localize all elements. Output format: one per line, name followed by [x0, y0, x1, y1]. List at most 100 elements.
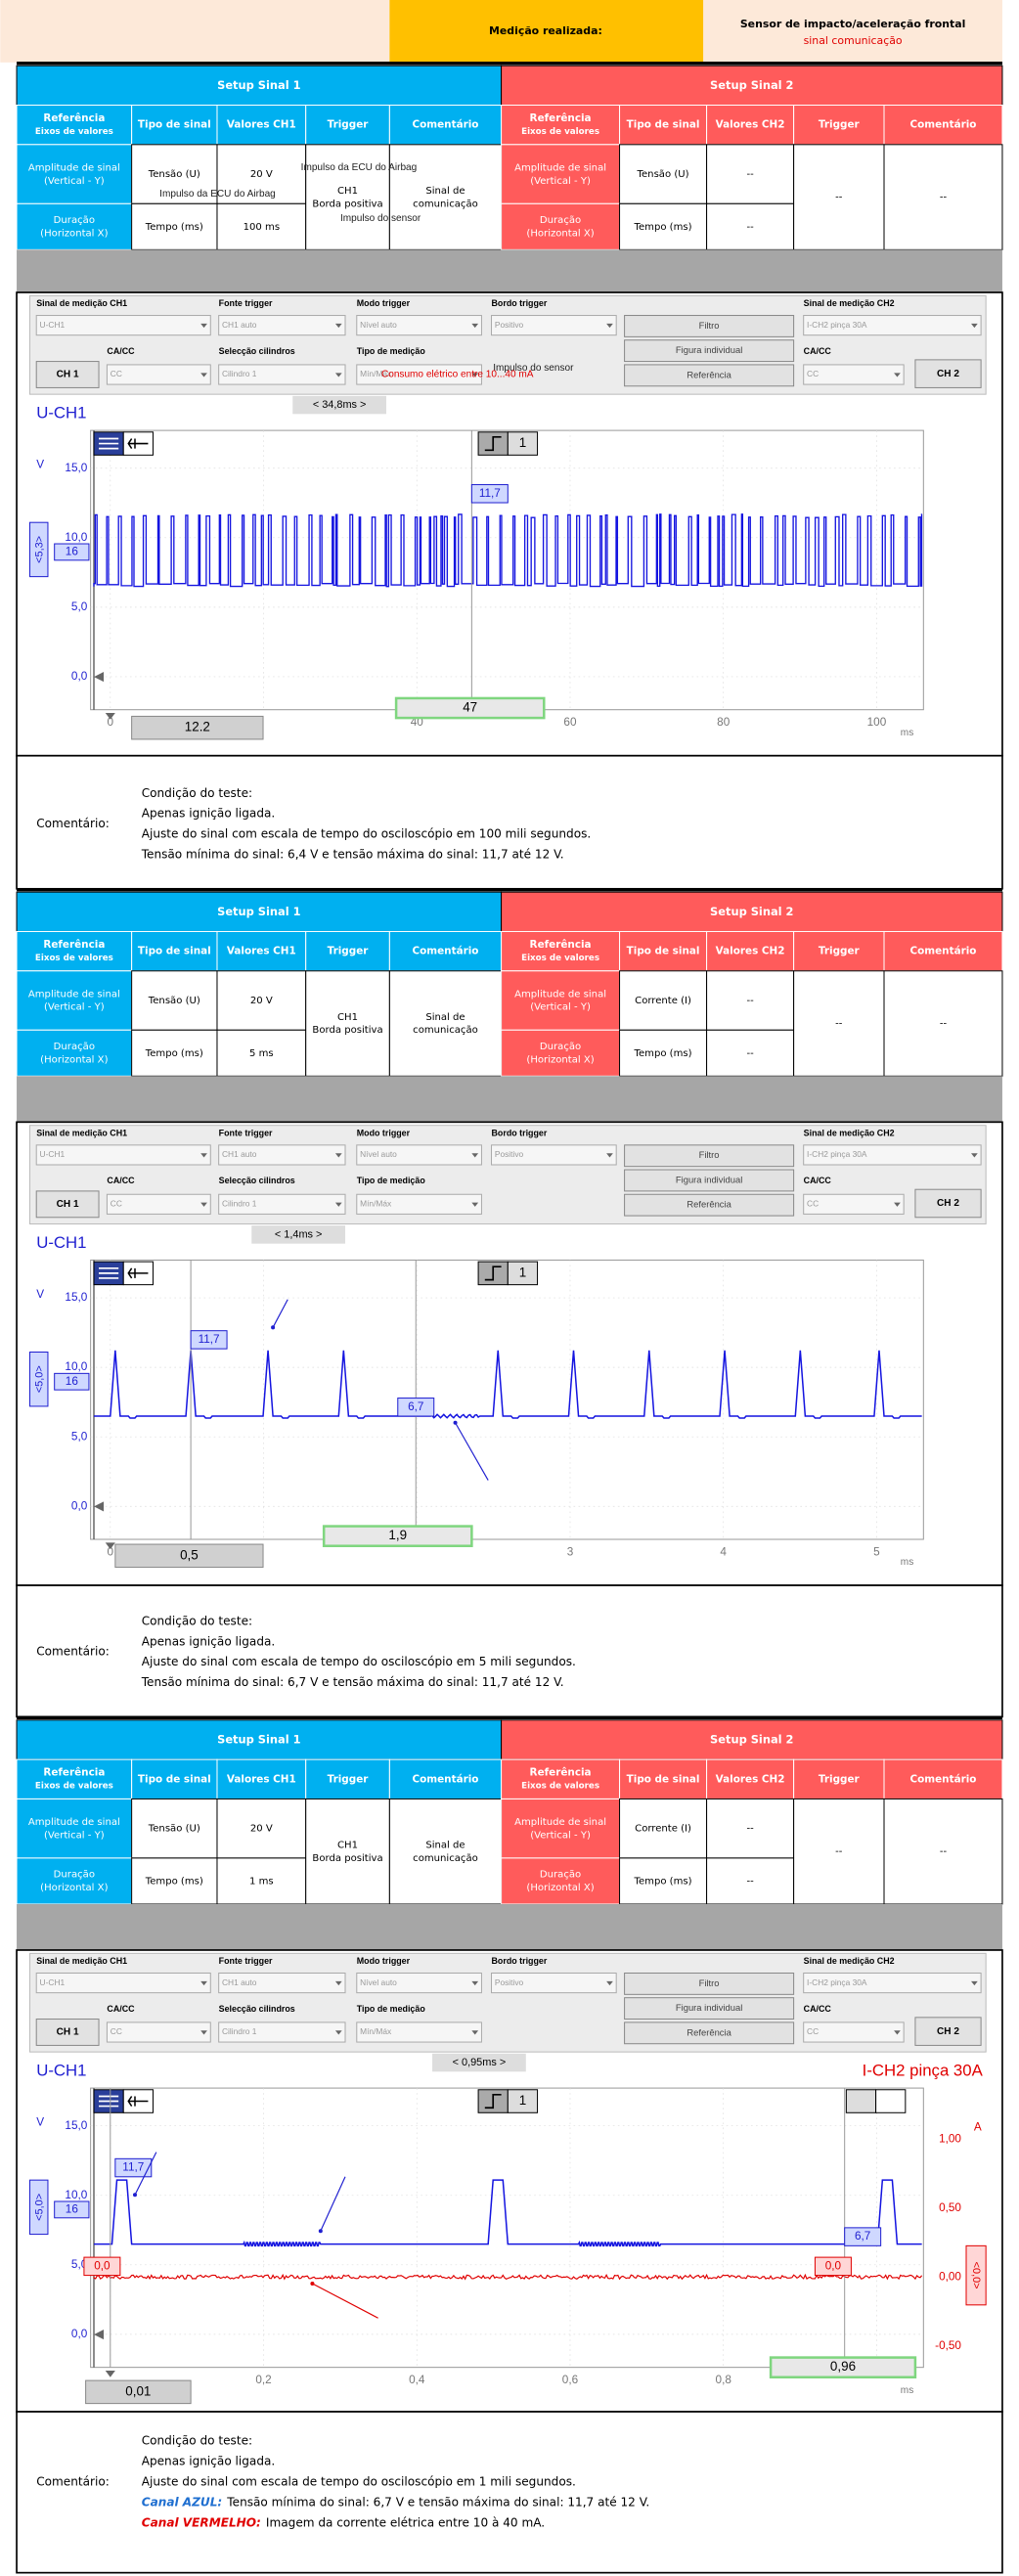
row-header: Duração [54, 1870, 95, 1881]
control-label: Sinal de medição CH1 [36, 1128, 127, 1137]
dropdown [803, 364, 905, 385]
dropdown-value: Mín/Máx [360, 369, 392, 378]
trigger-icon [484, 2093, 502, 2110]
row-header-cell [501, 1857, 621, 1905]
column-header-cell [883, 930, 1003, 972]
waveform-ch1 [93, 513, 923, 588]
column-header: Comentário [910, 946, 977, 957]
signal-value: -- [746, 996, 754, 1006]
signal-type: Tempo (ms) [145, 1876, 203, 1887]
column-header: Eixos de valores [35, 127, 113, 137]
column-header-cell [501, 105, 621, 146]
row-header: (Horizontal X) [40, 1055, 108, 1066]
column-header-cell [706, 105, 795, 146]
column-header: Comentário [413, 1773, 479, 1785]
value-box-label: 6,7 [855, 2230, 870, 2243]
trigger-marker [105, 2371, 115, 2377]
column-header: Referência [43, 939, 105, 951]
control-label: Modo trigger [357, 1956, 411, 1966]
column-header: Referência [530, 112, 592, 124]
dropdown [356, 1193, 482, 1215]
dropdown-value: CC [807, 2026, 819, 2036]
cursor-b: 1,9 [388, 1528, 407, 1542]
control-label: Fonte trigger [219, 298, 273, 308]
x-tick-label: 0 [108, 716, 114, 729]
column-header: Tipo de sinal [627, 1773, 700, 1785]
dropdown-arrow [200, 373, 207, 378]
button-label: CH 2 [937, 369, 959, 379]
setup-comment: comunicação [413, 1025, 478, 1036]
row-header: (Vertical - Y) [44, 1830, 105, 1841]
column-header: Comentário [413, 119, 479, 131]
dropdown-arrow [894, 2030, 901, 2035]
column-header-cell [131, 105, 218, 146]
setup-title: Setup Sinal 1 [217, 1732, 300, 1746]
cell [388, 1798, 503, 1905]
column-header: Comentário [910, 119, 977, 131]
comment-line: Canal AZUL: Tensão mínima do sinal: 6,7 V… [142, 2495, 650, 2509]
column-header: Eixos de valores [521, 954, 599, 963]
column-header-cell [706, 930, 795, 972]
comment-line: Ajuste do sinal com escala de tempo do o… [142, 827, 592, 841]
signal-type: Tensão (U) [148, 1824, 200, 1835]
dropdown-arrow [606, 323, 613, 329]
column-header: Valores CH2 [716, 946, 785, 957]
marker-box [54, 2200, 90, 2219]
dropdown [35, 1144, 211, 1166]
annotation: Impulso da ECU do Airbag [159, 189, 276, 200]
plot-area [90, 1259, 924, 1540]
signal-type: Tempo (ms) [634, 222, 692, 233]
dropdown-arrow [200, 1202, 207, 1207]
dropdown [803, 1972, 982, 1994]
setup-title-cell [16, 65, 503, 107]
trigger-icon [484, 1266, 502, 1281]
cursor-a-box [114, 1543, 264, 1569]
column-header: Eixos de valores [35, 954, 113, 963]
dropdown-value: CC [111, 1199, 122, 1209]
button [624, 1193, 795, 1217]
trigger: -- [835, 1846, 843, 1857]
dropdown [356, 1972, 482, 1994]
row-header-cell [16, 1029, 133, 1077]
cursor-b-box [394, 696, 546, 720]
dropdown-arrow [200, 323, 207, 329]
comment-line: Ajuste do sinal com escala de tempo do o… [142, 1655, 576, 1668]
cursor-a: 12.2 [185, 720, 210, 734]
header-label-cell [389, 0, 704, 63]
column-header-cell [216, 105, 307, 146]
dropdown [356, 364, 482, 385]
button [624, 2021, 795, 2045]
offset-box [28, 1352, 49, 1407]
y-unit: V [36, 1288, 44, 1301]
dropdown-value: Mín/Máx [360, 1199, 392, 1209]
button [35, 1190, 100, 1219]
dropdown [803, 315, 982, 336]
row-header: Amplitude de sinal [28, 162, 120, 173]
column-header-cell [16, 105, 133, 146]
setup-comment: -- [940, 193, 948, 203]
row-header-cell [16, 1798, 133, 1859]
button-label: CH 2 [937, 2026, 959, 2037]
button-label: CH 2 [937, 1198, 959, 1209]
control-label: Modo trigger [357, 298, 411, 308]
signal-type: Tempo (ms) [634, 1876, 692, 1887]
dropdown [218, 364, 346, 385]
channel-name: U-CH1 [36, 2062, 86, 2080]
column-header: Referência [530, 1767, 592, 1779]
signal-value: 20 V [250, 169, 273, 180]
button-label: CH 1 [57, 2027, 79, 2038]
row-header: (Vertical - Y) [44, 176, 105, 187]
column-header: Valores CH1 [227, 119, 296, 131]
separator-band [17, 249, 1002, 293]
column-header: Valores CH1 [227, 946, 296, 957]
column-header-cell [131, 1758, 218, 1799]
y-tick-label: 0,0 [71, 1499, 88, 1512]
dropdown-arrow [606, 1153, 613, 1158]
x-tick-label: 60 [563, 716, 577, 729]
dropdown [218, 315, 346, 336]
setup-title-cell [16, 1719, 503, 1760]
button-label: Referência [687, 2026, 731, 2037]
cell [793, 144, 885, 250]
signal-type: Tempo (ms) [634, 1048, 692, 1059]
